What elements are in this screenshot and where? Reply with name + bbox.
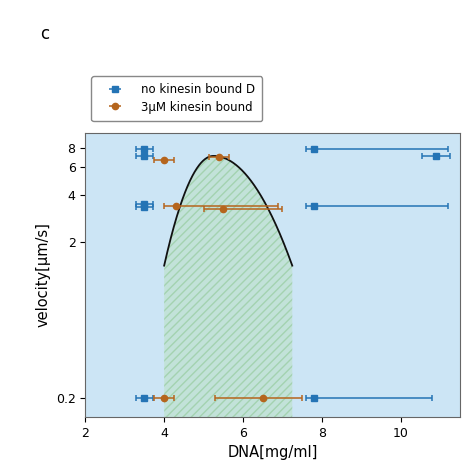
Legend: no kinesin bound D, 3μM kinesin bound: no kinesin bound D, 3μM kinesin bound — [91, 76, 262, 121]
Text: c: c — [40, 25, 49, 43]
Y-axis label: velocity[μm/s]: velocity[μm/s] — [35, 222, 50, 328]
X-axis label: DNA[mg/ml]: DNA[mg/ml] — [228, 446, 318, 460]
